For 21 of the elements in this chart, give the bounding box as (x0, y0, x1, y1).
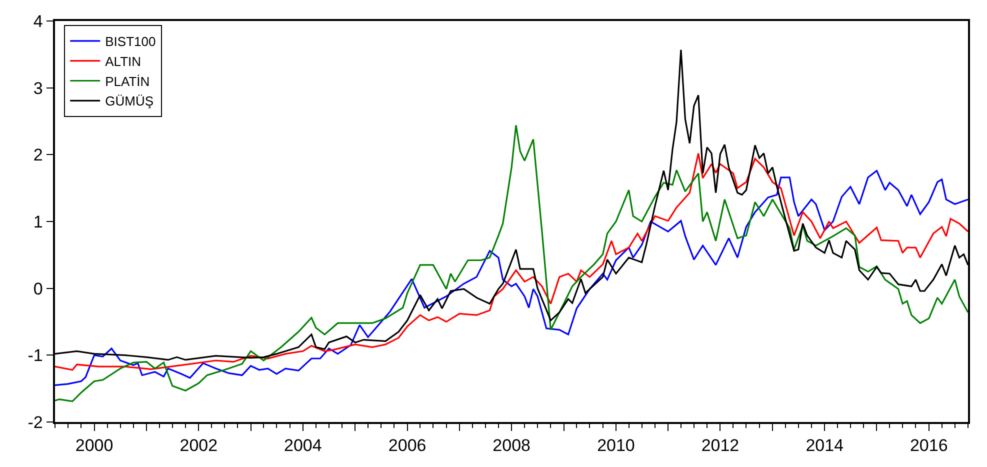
line-series (55, 124, 968, 402)
legend-label: ALTIN (105, 54, 142, 69)
x-tick-label: 2016 (910, 436, 948, 456)
x-tick-label: 2002 (180, 436, 218, 456)
y-tick-label: 0 (33, 279, 43, 298)
y-tick-label: 2 (33, 146, 43, 165)
x-tick-label: 2010 (597, 436, 635, 456)
legend-label: PLATİN (105, 74, 150, 89)
x-tick-label: 2008 (492, 436, 530, 456)
x-tick-label: 2014 (806, 436, 844, 456)
x-tick-label: 2012 (701, 436, 740, 456)
y-tick-label: 1 (33, 212, 43, 232)
y-tick-label: -1 (28, 346, 43, 366)
legend-label: BIST100 (105, 34, 156, 50)
x-tick-label: 2000 (75, 436, 114, 456)
y-tick-label: 4 (33, 12, 43, 31)
x-tick-label: 2004 (284, 436, 322, 456)
y-tick-label: -2 (28, 412, 43, 432)
legend-label: GÜMÜŞ (105, 94, 154, 109)
x-tick-label: 2006 (388, 436, 426, 456)
y-tick-label: 3 (33, 78, 43, 98)
